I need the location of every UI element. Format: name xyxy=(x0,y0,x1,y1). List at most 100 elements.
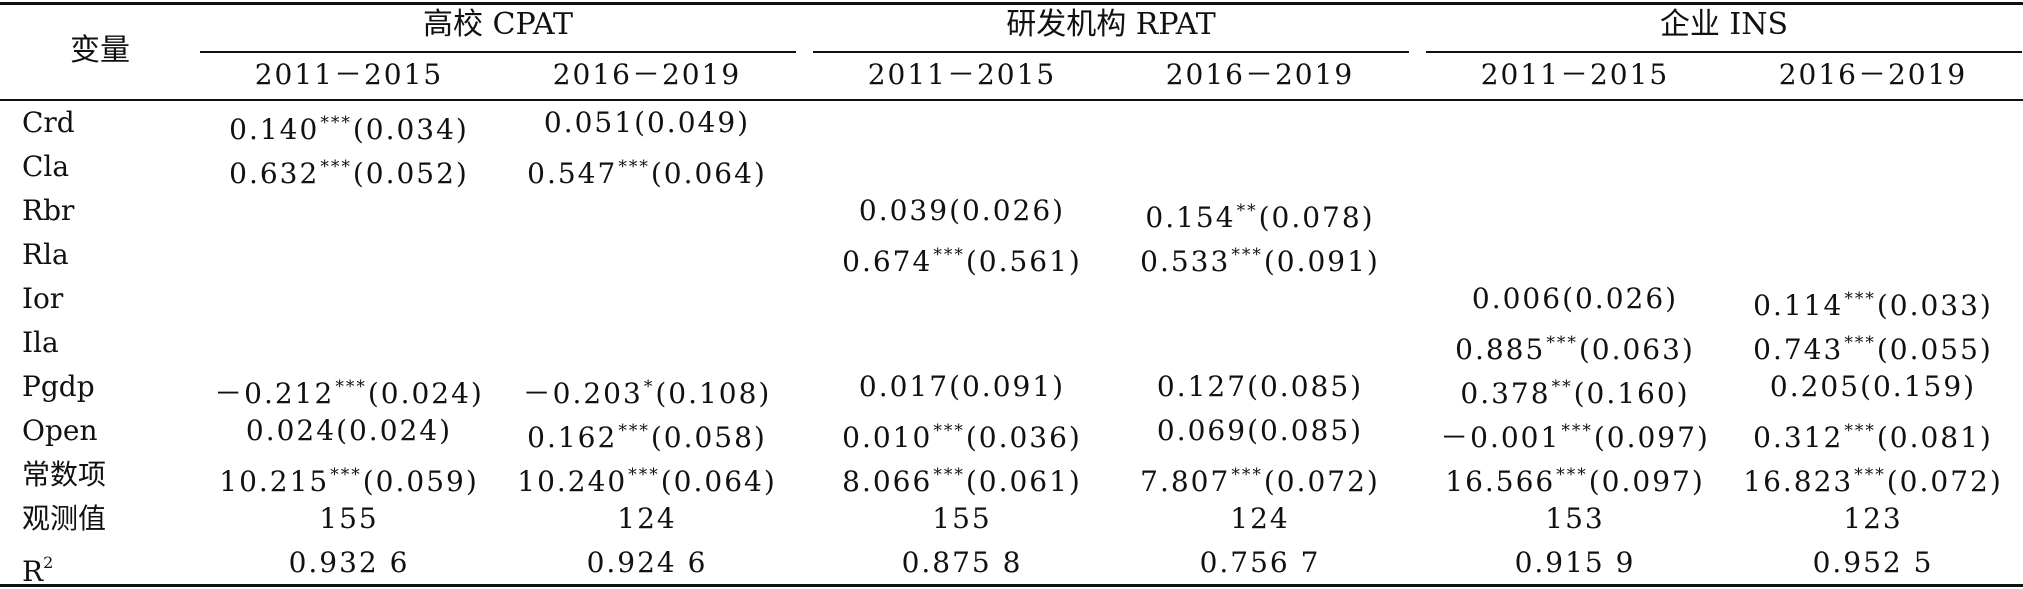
group-rule-ins xyxy=(1426,51,2022,53)
cell-value: 155 xyxy=(319,502,379,535)
row-label-text: Crd xyxy=(22,106,75,139)
standard-error: (0.078) xyxy=(1258,201,1375,234)
cell-value: 0.024(0.024) xyxy=(245,414,453,447)
significance-stars: *** xyxy=(933,465,965,485)
cell-value: －0.001 xyxy=(1440,421,1561,454)
significance-stars: *** xyxy=(1231,245,1263,265)
cell-value: 0.017(0.091) xyxy=(858,370,1066,403)
significance-stars: *** xyxy=(1231,465,1263,485)
table-cell: 0.010***(0.036) xyxy=(813,414,1111,455)
significance-stars: *** xyxy=(933,421,965,441)
cell-value: 0.932 6 xyxy=(288,546,410,579)
row-label-text: Rbr xyxy=(22,194,75,227)
cell-value: 155 xyxy=(932,502,992,535)
significance-stars: ** xyxy=(1551,377,1573,397)
standard-error: (0.034) xyxy=(352,113,469,146)
significance-stars: *** xyxy=(628,465,660,485)
row-label: Rla xyxy=(22,238,69,272)
cell-value: 0.378 xyxy=(1460,377,1551,410)
significance-stars: *** xyxy=(1844,421,1876,441)
standard-error: (0.063) xyxy=(1578,333,1695,366)
table-cell: 123 xyxy=(1724,502,2022,536)
cell-value: 0.756 7 xyxy=(1199,546,1321,579)
table-cell: 0.924 6 xyxy=(498,546,796,580)
significance-stars: *** xyxy=(618,421,650,441)
corner-label: 变量 xyxy=(70,33,130,68)
standard-error: (0.091) xyxy=(1263,245,1380,278)
significance-stars: *** xyxy=(1844,333,1876,353)
cell-value: 0.547 xyxy=(527,157,618,190)
cell-value: 0.010 xyxy=(842,421,933,454)
significance-stars: *** xyxy=(1546,333,1578,353)
group-rule-rpat xyxy=(813,51,1409,53)
cell-value: 0.205(0.159) xyxy=(1769,370,1977,403)
row-label-text: 常数项 xyxy=(22,458,107,491)
table-cell: 0.632***(0.052) xyxy=(200,150,498,191)
significance-stars: *** xyxy=(1556,465,1588,485)
cell-value: －0.203 xyxy=(522,377,643,410)
row-label-text: Pgdp xyxy=(22,370,95,403)
row-label-text: Rla xyxy=(22,238,69,271)
table-cell: 155 xyxy=(813,502,1111,536)
standard-error: (0.033) xyxy=(1876,289,1993,322)
group-rule-cpat xyxy=(200,51,796,53)
significance-stars: * xyxy=(643,377,655,397)
cell-value: 0.069(0.085) xyxy=(1156,414,1364,447)
table-cell: 0.162***(0.058) xyxy=(498,414,796,455)
significance-stars: *** xyxy=(320,157,352,177)
standard-error: (0.036) xyxy=(965,421,1082,454)
table-cell: 124 xyxy=(498,502,796,536)
standard-error: (0.072) xyxy=(1886,465,2003,498)
table-cell: 10.215***(0.059) xyxy=(200,458,498,499)
standard-error: (0.059) xyxy=(362,465,479,498)
table-cell: 0.378**(0.160) xyxy=(1426,370,1724,411)
significance-stars: *** xyxy=(1561,421,1593,441)
row-label: 常数项 xyxy=(22,458,106,492)
cell-value: 124 xyxy=(1230,502,1290,535)
table-cell: 0.533***(0.091) xyxy=(1111,238,1409,279)
row-label: Ior xyxy=(22,282,63,316)
period-header: 2011－2015 xyxy=(1480,58,1670,91)
row-label-text: Cla xyxy=(22,150,70,183)
cell-value: 0.154 xyxy=(1145,201,1236,234)
table-cell: 16.566***(0.097) xyxy=(1426,458,1724,499)
cell-value: 0.162 xyxy=(527,421,618,454)
table-cell: 0.114***(0.033) xyxy=(1724,282,2022,323)
significance-stars: *** xyxy=(320,113,352,133)
cell-value: 10.215 xyxy=(219,465,330,498)
cell-value: 0.312 xyxy=(1753,421,1844,454)
table-cell: 0.069(0.085) xyxy=(1111,414,1409,448)
table-cell: 0.039(0.026) xyxy=(813,194,1111,228)
table-cell: 10.240***(0.064) xyxy=(498,458,796,499)
cell-value: 124 xyxy=(617,502,677,535)
table-cell: 16.823***(0.072) xyxy=(1724,458,2022,499)
standard-error: (0.097) xyxy=(1588,465,1705,498)
significance-stars: *** xyxy=(933,245,965,265)
standard-error: (0.561) xyxy=(965,245,1082,278)
group-label-rpat: 研发机构 RPAT xyxy=(1006,7,1216,42)
cell-value: 0.915 9 xyxy=(1514,546,1636,579)
table-cell: 155 xyxy=(200,502,498,536)
cell-value: 16.566 xyxy=(1445,465,1556,498)
standard-error: (0.052) xyxy=(352,157,469,190)
cell-value: 0.051(0.049) xyxy=(543,106,751,139)
table-cell: 0.756 7 xyxy=(1111,546,1409,580)
cell-value: 0.952 5 xyxy=(1812,546,1934,579)
table-cell: 0.205(0.159) xyxy=(1724,370,2022,404)
table-cell: 0.743***(0.055) xyxy=(1724,326,2022,367)
row-label: Open xyxy=(22,414,97,448)
standard-error: (0.061) xyxy=(965,465,1082,498)
table-cell: 0.051(0.049) xyxy=(498,106,796,140)
table-cell: 0.875 8 xyxy=(813,546,1111,580)
cell-value: 0.743 xyxy=(1753,333,1844,366)
table-cell: 0.952 5 xyxy=(1724,546,2022,580)
table-cell: 0.017(0.091) xyxy=(813,370,1111,404)
row-label: Ila xyxy=(22,326,59,360)
significance-stars: *** xyxy=(618,157,650,177)
table-bottom-rule xyxy=(0,584,2023,587)
row-label-text: R xyxy=(22,555,44,588)
significance-stars: *** xyxy=(330,465,362,485)
standard-error: (0.064) xyxy=(650,157,767,190)
table-cell: 0.024(0.024) xyxy=(200,414,498,448)
significance-stars: *** xyxy=(1844,289,1876,309)
